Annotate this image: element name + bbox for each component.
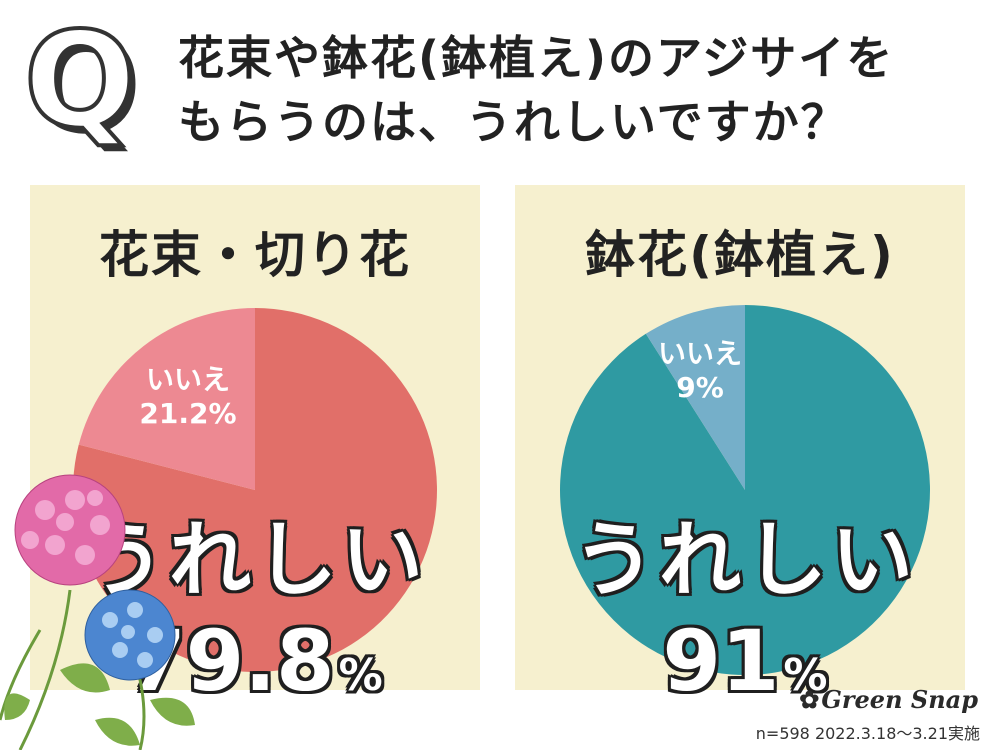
survey-note: n=598 2022.3.18〜3.21実施 — [755, 724, 980, 743]
bouquet-title: 花束・切り花 — [99, 226, 411, 284]
potted-no-value: 9% — [676, 371, 724, 404]
q-mark-icon: Q Q — [22, 18, 142, 158]
bouquet-panel: 花束・切り花 いいえ 21.2% うれしい 79.8% — [30, 185, 480, 710]
question-text: 花束や鉢花(鉢植え)のアジサイを もらうのは、うれしいですか？ — [178, 26, 978, 154]
potted-yes-text: うれしい — [572, 513, 917, 608]
bouquet-no-value: 21.2% — [139, 397, 237, 430]
brand-name: Green Snap — [821, 685, 978, 714]
potted-pie-chart — [560, 305, 930, 675]
potted-title: 鉢花(鉢植え) — [585, 226, 895, 284]
potted-yes-value-line: 91% — [520, 612, 970, 710]
potted-yes-value: 91 — [662, 612, 780, 710]
question-line-1: 花束や鉢花(鉢植え)のアジサイを — [178, 31, 895, 85]
brand-logo: ✿Green Snap — [799, 685, 978, 714]
clover-icon: ✿ — [799, 685, 820, 714]
pie-slice-yes — [72, 308, 438, 672]
q-letter: Q — [24, 18, 136, 158]
bouquet-no-text: いいえ — [145, 363, 230, 396]
bouquet-no-label: いいえ 21.2% — [118, 363, 258, 431]
potted-percent-sign: % — [783, 650, 828, 701]
pie-slice-no — [78, 308, 255, 490]
potted-no-label: いいえ 9% — [645, 337, 755, 405]
svg-text:Q: Q — [30, 18, 142, 158]
potted-panel: 鉢花(鉢植え) いいえ 9% うれしい 91% — [515, 185, 965, 710]
hydrangea-illustration — [0, 474, 195, 750]
bouquet-pie-chart — [72, 308, 438, 672]
potted-no-text: いいえ — [657, 337, 742, 370]
pie-slice-no — [645, 305, 745, 490]
bouquet-percent-sign: % — [338, 650, 383, 701]
question-line-2: もらうのは、うれしいですか？ — [178, 95, 849, 149]
potted-yes-label: うれしい 91% — [520, 493, 970, 710]
